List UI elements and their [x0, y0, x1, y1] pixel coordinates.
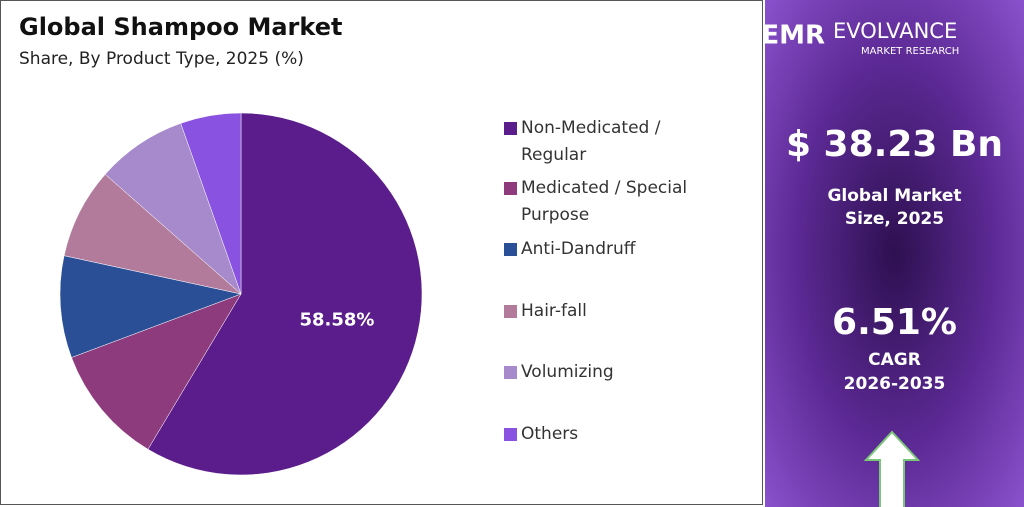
brand-name: EVOLVANCE [833, 19, 957, 43]
pie-slice [104, 123, 242, 295]
legend-item: Others [501, 421, 731, 448]
data-label: 58.58% [299, 310, 374, 331]
legend-label: Non-Medicated / Regular [521, 118, 661, 165]
legend-swatch [504, 366, 517, 379]
cagr-period: 2026-2035 [843, 374, 946, 394]
market-size-label: Global Market Size, 2025 [827, 186, 962, 229]
legend-swatch [504, 182, 517, 195]
legend-swatch [504, 428, 517, 441]
legend-item: Anti-Dandruff [501, 236, 731, 263]
legend-label: Others [521, 424, 579, 444]
market-size: $ 38.23 Bn [785, 124, 1004, 165]
legend-swatch [504, 243, 517, 256]
growth-arrow [863, 430, 921, 507]
legend-swatch [504, 122, 517, 135]
brand-mark: EMR [765, 21, 825, 51]
pie-slice [63, 173, 242, 295]
summary-panel: EMR EVOLVANCE MARKET RESEARCH $ 38.23 Bn… [765, 0, 1024, 507]
brand-tagline: MARKET RESEARCH [861, 46, 959, 57]
legend-label: Volumizing [521, 362, 614, 382]
legend-item: Volumizing [501, 359, 731, 386]
chart-title: Global Shampoo Market [19, 13, 343, 41]
legend-item: Hair-fall [501, 298, 731, 325]
legend-label: Anti-Dandruff [521, 239, 636, 259]
legend-label: Medicated / Special Purpose [521, 178, 688, 225]
pie-chart: 58.58% [59, 112, 423, 476]
brand-logo: EMR EVOLVANCE MARKET RESEARCH [765, 19, 959, 57]
cagr-label: CAGR [868, 350, 921, 370]
chart-subtitle: Share, By Product Type, 2025 (%) [19, 49, 304, 69]
pie-slice [59, 255, 242, 358]
legend-item: Medicated / Special Purpose [501, 175, 731, 229]
pie-slice [71, 293, 242, 450]
chart-panel: Global Shampoo Market Share, By Product … [0, 0, 763, 505]
legend-item: Non-Medicated / Regular [501, 115, 731, 169]
legend-swatch [504, 305, 517, 318]
cagr-value: 6.51% [832, 302, 957, 343]
pie-slice [180, 112, 242, 295]
pie-slice [147, 112, 423, 476]
legend-label: Hair-fall [521, 301, 587, 321]
